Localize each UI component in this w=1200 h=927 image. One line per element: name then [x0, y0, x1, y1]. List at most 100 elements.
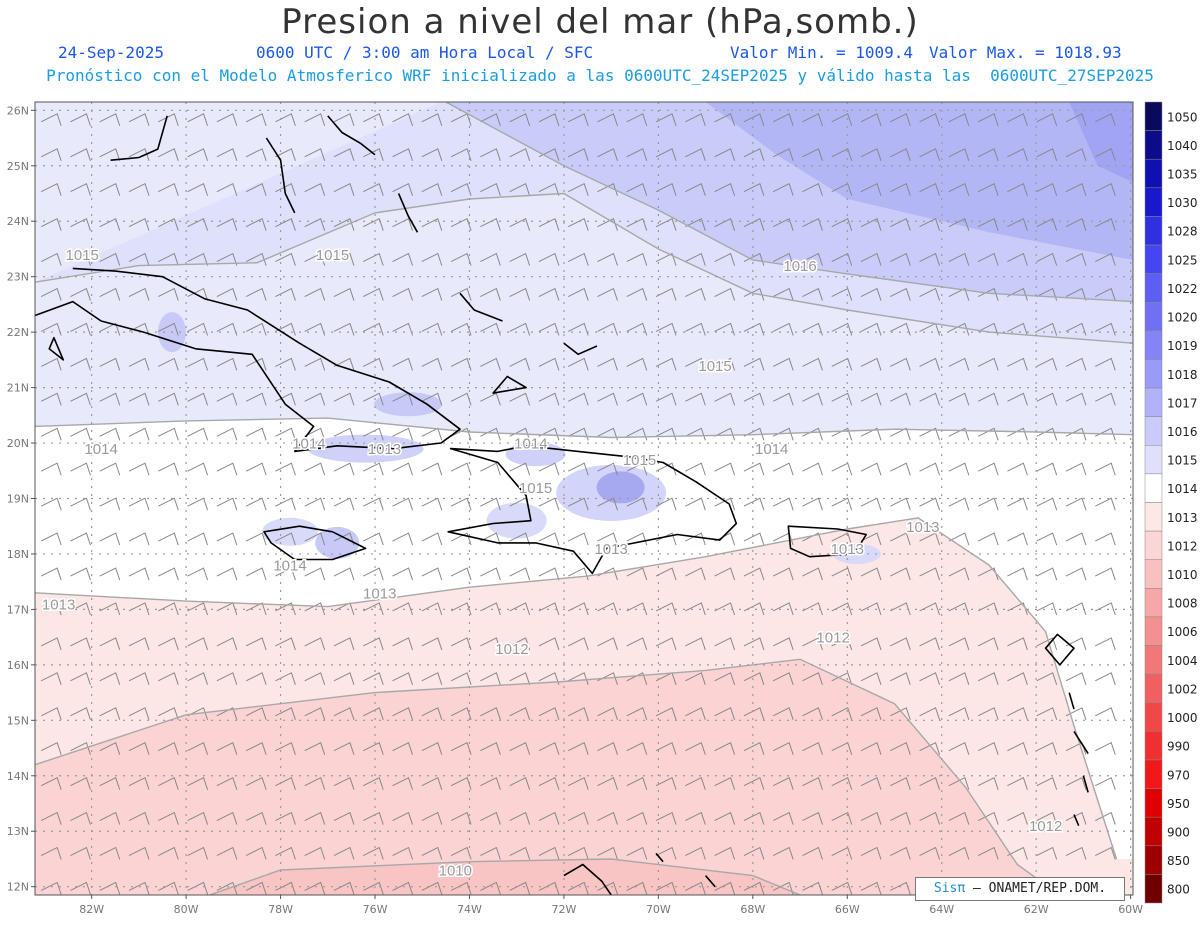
colorbar-swatch: [1144, 731, 1163, 761]
wind-barb: [275, 148, 296, 161]
wind-barb: [99, 742, 121, 755]
wind-barb: [831, 497, 853, 511]
wind-barb: [1065, 602, 1087, 616]
wind-barb: [655, 637, 677, 651]
wind-barb: [128, 322, 150, 336]
colorbar-swatch: [1144, 588, 1163, 618]
wind-barb: [626, 776, 648, 790]
wind-barb: [509, 217, 531, 231]
wind-barb: [421, 846, 443, 860]
wind-barb: [216, 776, 238, 790]
colorbar-label: 900: [1167, 825, 1190, 839]
wind-barb: [363, 846, 384, 860]
wind-barb: [597, 462, 618, 476]
wind-barb: [743, 217, 765, 231]
wind-barb: [685, 602, 706, 616]
wind-barb: [99, 392, 121, 406]
wind-barb: [597, 811, 618, 825]
wind-barb: [655, 846, 677, 860]
wind-barb: [890, 811, 911, 825]
lat-label: 26N: [7, 104, 29, 117]
wind-barb: [860, 392, 882, 406]
wind-barb: [392, 252, 414, 266]
wind-barb: [304, 462, 326, 476]
wind-barb: [99, 776, 121, 790]
wind-barb: [890, 217, 911, 231]
colorbar-swatch: [1144, 387, 1163, 417]
wind-barb: [597, 392, 618, 406]
lon-label: 62W: [1024, 903, 1049, 916]
wind-barb: [1007, 497, 1028, 511]
colorbar-swatch: [1144, 216, 1163, 246]
wind-barb: [1036, 252, 1058, 266]
wind-barb: [1007, 637, 1028, 651]
wind-barb: [772, 148, 794, 161]
colorbar-swatch: [1144, 330, 1163, 360]
wind-barb: [275, 567, 296, 581]
wind-barb: [480, 252, 501, 266]
wind-barb: [216, 217, 238, 231]
shade-1010: [209, 859, 801, 895]
wind-barb: [860, 846, 882, 860]
wind-barb: [40, 217, 62, 231]
wind-barb: [187, 602, 209, 616]
wind-barb: [450, 392, 472, 406]
wind-barb: [890, 462, 911, 476]
wind-barb: [655, 497, 677, 511]
wind-barb: [480, 148, 501, 161]
wind-barb: [831, 637, 853, 651]
wind-barb: [831, 567, 853, 581]
wind-barb: [70, 776, 91, 790]
wind-barb: [333, 392, 355, 406]
wind-barb: [948, 217, 970, 231]
wind-barb: [245, 776, 267, 790]
wind-barb: [333, 183, 355, 196]
wind-barb: [187, 287, 209, 301]
colorbar-swatch: [1144, 502, 1163, 532]
isobar-label: 1013: [42, 596, 75, 613]
wind-barb: [685, 462, 706, 476]
wind-barb: [655, 287, 677, 301]
lat-label: 16N: [7, 659, 29, 672]
wind-barb: [128, 811, 150, 825]
isobar-1013: [35, 517, 1118, 860]
wind-barb: [304, 287, 326, 301]
wind-barb: [772, 287, 794, 301]
wind-barb: [948, 392, 970, 406]
wind-barb: [275, 427, 296, 441]
wind-barb: [216, 462, 238, 476]
wind-barb: [304, 497, 326, 511]
wind-barb: [714, 707, 736, 720]
wind-barb: [597, 113, 618, 127]
wind-barb: [948, 567, 970, 581]
colorbar-swatch: [1144, 473, 1163, 503]
wind-barb: [421, 567, 443, 581]
wind-barb: [948, 811, 970, 825]
wind-barb: [216, 392, 238, 406]
colorbar-label: 1010: [1167, 568, 1198, 582]
wind-barb: [187, 742, 209, 755]
wind-barb: [1065, 846, 1087, 860]
wind-barb: [333, 427, 355, 441]
wind-barb: [860, 462, 882, 476]
wind-barb: [772, 707, 794, 720]
lat-label: 25N: [7, 160, 29, 173]
wind-barb: [890, 602, 911, 616]
wind-barb: [802, 427, 823, 441]
wind-barb: [1095, 217, 1116, 231]
wind-barb: [1036, 637, 1058, 651]
colorbar-swatch: [1144, 359, 1163, 389]
wind-barb: [802, 183, 823, 196]
wind-barb: [70, 392, 91, 406]
wind-barb: [977, 113, 999, 127]
wind-barb: [304, 113, 326, 127]
wind-barb: [99, 322, 121, 336]
wind-barb: [392, 462, 414, 476]
wind-barb: [655, 881, 677, 895]
wind-barb: [187, 532, 209, 546]
wind-barb: [685, 811, 706, 825]
wind-barb: [655, 148, 677, 161]
wind-barb: [187, 462, 209, 476]
wind-barb: [509, 742, 531, 755]
wind-barb: [890, 427, 911, 441]
